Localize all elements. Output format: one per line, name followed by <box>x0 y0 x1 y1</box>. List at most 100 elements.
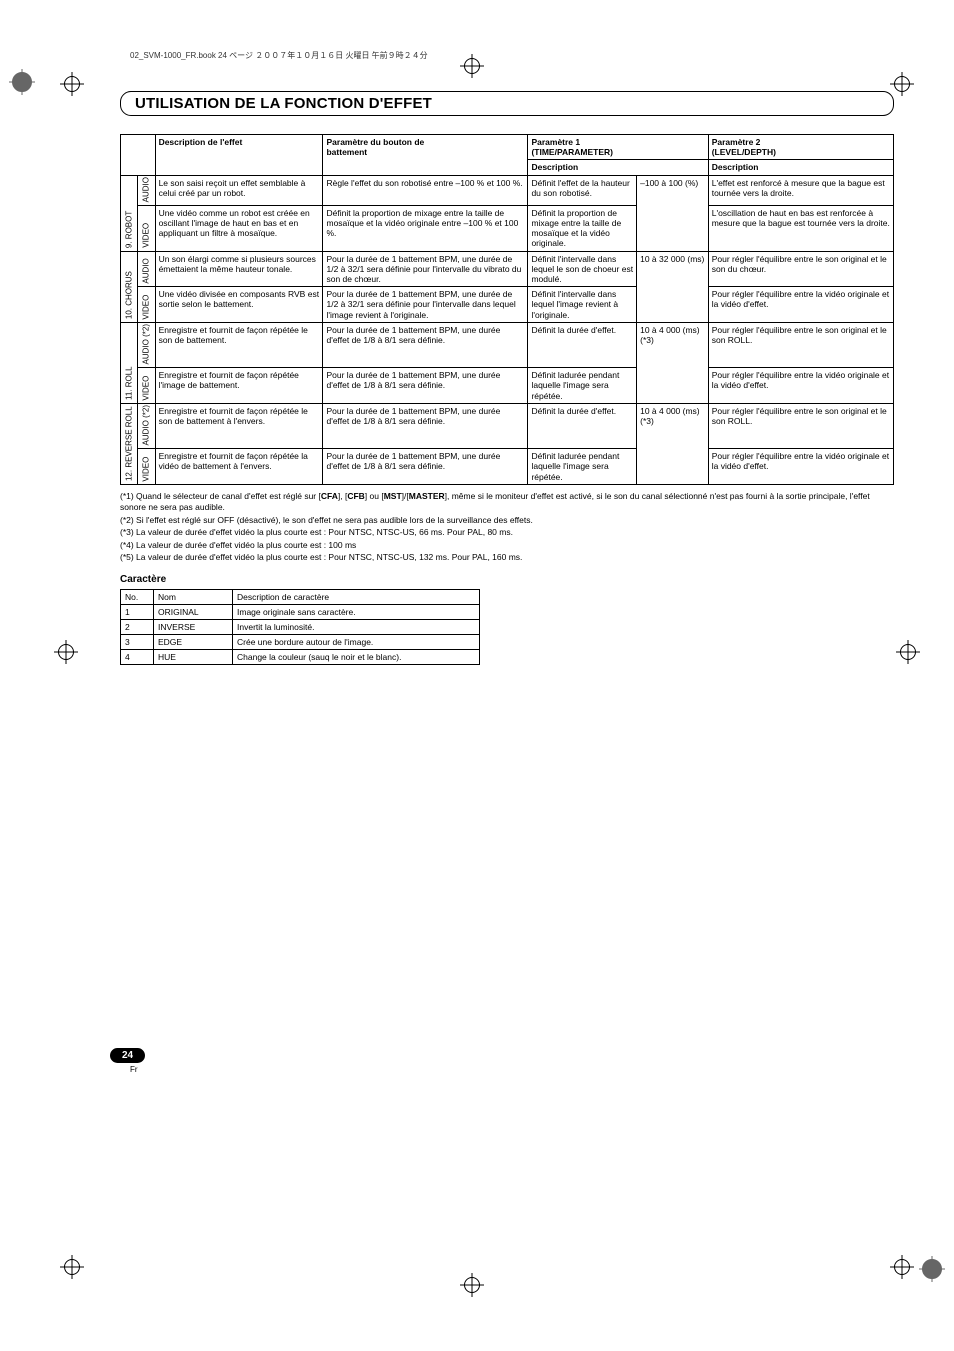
row-12-audio: 12. REVERSE ROLL AUDIO (*2) Enregistre e… <box>121 403 894 448</box>
r11-audio-p1: Définit la durée d'effet. <box>528 322 637 367</box>
char-2-no: 2 <box>121 619 154 634</box>
row-9-audio: 9. ROBOT AUDIO Le son saisi reçoit un ef… <box>121 175 894 205</box>
th-param2-sub: (LEVEL/DEPTH) <box>712 147 776 157</box>
char-table: No. Nom Description de caractère 1 ORIGI… <box>120 589 480 665</box>
r9-audio-beat: Règle l'effet du son robotisé entre –100… <box>323 175 528 205</box>
r11-video-p1: Définit ladurée pendant laquelle l'image… <box>528 368 637 404</box>
th-blank <box>121 135 156 176</box>
char-th-desc: Description de caractère <box>233 589 480 604</box>
char-2-nom: INVERSE <box>154 619 233 634</box>
cat-11: 11. ROLL <box>121 322 138 403</box>
cat-12-audio: AUDIO (*2) <box>138 403 155 448</box>
section-heading-bar: UTILISATION DE LA FONCTION D'EFFET <box>120 91 894 116</box>
row-11-video: VIDEO Enregistre et fournit de façon rép… <box>121 368 894 404</box>
note-2: (*2) Si l'effet est réglé sur OFF (désac… <box>120 515 894 526</box>
r10-video-desc: Une vidéo divisée en composants RVB est … <box>155 287 323 323</box>
r11-audio-beat: Pour la durée de 1 battement BPM, une du… <box>323 322 528 367</box>
cat-9-audio: AUDIO <box>138 175 155 205</box>
char-row-4: 4 HUE Change la couleur (sauq le noir et… <box>121 649 480 664</box>
crop-cross-bl <box>60 1255 84 1279</box>
r12-video-desc: Enregistre et fournit de façon répétée l… <box>155 449 323 485</box>
th-param-bouton-line1: Paramètre du bouton de <box>326 137 424 147</box>
char-row-1: 1 ORIGINAL Image originale sans caractèr… <box>121 604 480 619</box>
r9-video-p2: L'oscillation de haut en bas est renforc… <box>708 205 893 251</box>
r12-video-beat: Pour la durée de 1 battement BPM, une du… <box>323 449 528 485</box>
char-2-desc: Invertit la luminosité. <box>233 619 480 634</box>
char-1-no: 1 <box>121 604 154 619</box>
cat-12-video: VIDEO <box>138 449 155 485</box>
note-1a: (*1) Quand le sélecteur de canal d'effet… <box>120 491 321 501</box>
registration-mark-br <box>922 1259 942 1279</box>
row-9-video: VIDEO Une vidéo comme un robot est créée… <box>121 205 894 251</box>
th-p2-desc: Description <box>708 160 893 175</box>
cat-12: 12. REVERSE ROLL <box>121 403 138 484</box>
char-th-nom: Nom <box>154 589 233 604</box>
note-5: (*5) La valeur de durée d'effet vidéo la… <box>120 552 894 563</box>
th-param2-top: Paramètre 2 <box>712 137 761 147</box>
char-4-no: 4 <box>121 649 154 664</box>
r12-video-p2: Pour régler l'équilibre entre la vidéo o… <box>708 449 893 485</box>
th-param-bouton-line2: battement <box>326 147 367 157</box>
r12-audio-p1: Définit la durée d'effet. <box>528 403 637 448</box>
th-p1-desc: Description <box>528 160 708 175</box>
r9-video-desc: Une vidéo comme un robot est créée en os… <box>155 205 323 251</box>
section-title: UTILISATION DE LA FONCTION D'EFFET <box>135 95 879 112</box>
r11-p1-range: 10 à 4 000 (ms) (*3) <box>637 322 709 403</box>
r10-video-beat: Pour la durée de 1 battement BPM, une du… <box>323 287 528 323</box>
r9-audio-p2: L'effet est renforcé à mesure que la bag… <box>708 175 893 205</box>
note-3: (*3) La valeur de durée d'effet vidéo la… <box>120 527 894 538</box>
note-1g: ]/[ <box>402 491 409 501</box>
char-4-desc: Change la couleur (sauq le noir et le bl… <box>233 649 480 664</box>
r9-audio-p1: Définit l'effet de la hauteur du son rob… <box>528 175 637 205</box>
row-10-video: VIDEO Une vidéo divisée en composants RV… <box>121 287 894 323</box>
th-param-bouton: Paramètre du bouton de battement <box>323 135 528 176</box>
r12-audio-p2: Pour régler l'équilibre entre le son ori… <box>708 403 893 448</box>
cat-10-video: VIDEO <box>138 287 155 323</box>
r9-p1-range: –100 à 100 (%) <box>637 175 709 251</box>
note-4: (*4) La valeur de durée d'effet vidéo la… <box>120 540 894 551</box>
r10-audio-p1: Définit l'intervalle dans lequel le son … <box>528 251 637 287</box>
note-1: (*1) Quand le sélecteur de canal d'effet… <box>120 491 894 514</box>
page-number-badge: 24 <box>110 1048 145 1063</box>
row-12-video: VIDEO Enregistre et fournit de façon rép… <box>121 449 894 485</box>
r10-video-p1: Définit l'intervalle dans lequel l'image… <box>528 287 637 323</box>
char-row-2: 2 INVERSE Invertit la luminosité. <box>121 619 480 634</box>
th-param1-top: Paramètre 1 <box>531 137 580 147</box>
r12-audio-beat: Pour la durée de 1 battement BPM, une du… <box>323 403 528 448</box>
th-param1-sub: (TIME/PARAMETER) <box>531 147 613 157</box>
cat-11-audio: AUDIO (*2) <box>138 322 155 367</box>
r11-video-beat: Pour la durée de 1 battement BPM, une du… <box>323 368 528 404</box>
r9-audio-desc: Le son saisi reçoit un effet semblable à… <box>155 175 323 205</box>
effects-table: Description de l'effet Paramètre du bout… <box>120 134 894 485</box>
char-3-desc: Crée une bordure autour de l'image. <box>233 634 480 649</box>
cat-11-video: VIDEO <box>138 368 155 404</box>
footnotes: (*1) Quand le sélecteur de canal d'effet… <box>120 491 894 564</box>
r9-video-beat: Définit la proportion de mixage entre la… <box>323 205 528 251</box>
th-param2: Paramètre 2 (LEVEL/DEPTH) <box>708 135 893 160</box>
r11-video-p2: Pour régler l'équilibre entre la vidéo o… <box>708 368 893 404</box>
page-footer: 24 Fr <box>110 1045 894 1074</box>
note-1f: MST <box>384 491 402 501</box>
char-row-3: 3 EDGE Crée une bordure autour de l'imag… <box>121 634 480 649</box>
r12-video-p1: Définit ladurée pendant laquelle l'image… <box>528 449 637 485</box>
cat-9-video: VIDEO <box>138 205 155 251</box>
r11-video-desc: Enregistre et fournit de façon répétée l… <box>155 368 323 404</box>
note-1c: ], [ <box>338 491 347 501</box>
crop-cross-bm <box>460 1273 484 1297</box>
page-lang: Fr <box>130 1065 894 1074</box>
r11-audio-desc: Enregistre et fournit de façon répétée l… <box>155 322 323 367</box>
r10-p1-range: 10 à 32 000 (ms) <box>637 251 709 322</box>
crop-cross-br <box>890 1255 914 1279</box>
r10-audio-beat: Pour la durée de 1 battement BPM, une du… <box>323 251 528 287</box>
page: 02_SVM-1000_FR.book 24 ページ ２００７年１０月１６日 火… <box>0 0 954 1114</box>
char-1-nom: ORIGINAL <box>154 604 233 619</box>
char-3-no: 3 <box>121 634 154 649</box>
cat-10-audio: AUDIO <box>138 251 155 287</box>
th-desc-effet: Description de l'effet <box>155 135 323 176</box>
char-3-nom: EDGE <box>154 634 233 649</box>
r12-p1-range: 10 à 4 000 (ms) (*3) <box>637 403 709 484</box>
cat-9: 9. ROBOT <box>121 175 138 251</box>
row-11-audio: 11. ROLL AUDIO (*2) Enregistre et fourni… <box>121 322 894 367</box>
r9-video-p1: Définit la proportion de mixage entre la… <box>528 205 637 251</box>
row-10-audio: 10. CHORUS AUDIO Un son élargi comme si … <box>121 251 894 287</box>
